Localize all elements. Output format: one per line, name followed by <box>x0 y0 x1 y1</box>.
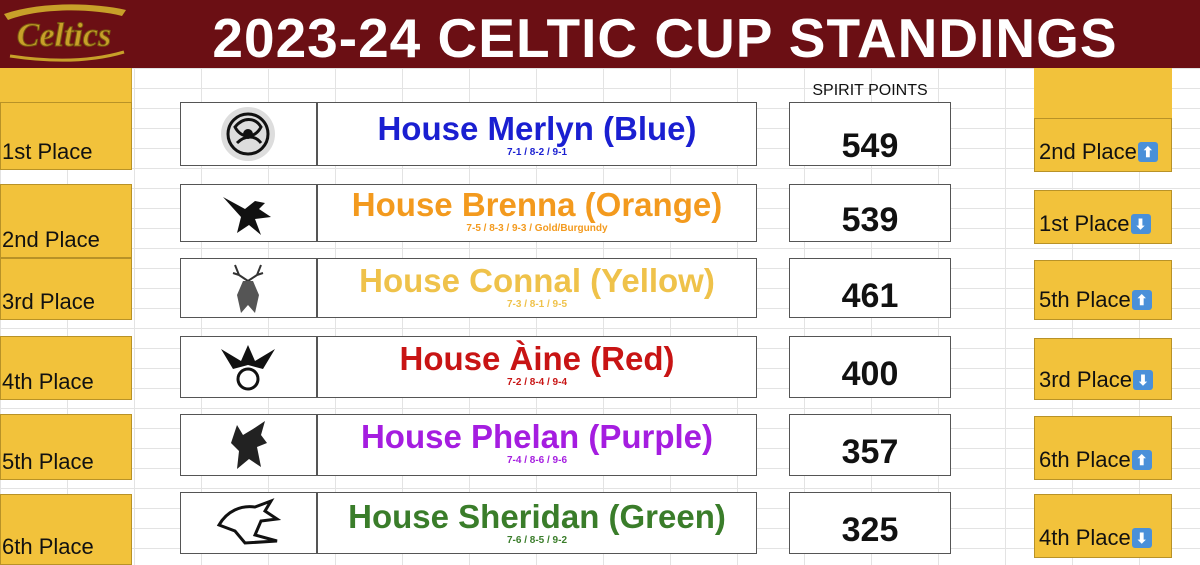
house-name: House Merlyn (Blue) <box>377 110 697 147</box>
house-record: 7-5 / 8-3 / 9-3 / Gold/Burgundy <box>466 223 608 234</box>
spirit-points-cell: 549 <box>789 102 951 166</box>
up-arrow-icon: ⬆ <box>1131 290 1152 310</box>
place-label: 1st Place <box>2 139 93 164</box>
stag-icon <box>232 264 264 313</box>
previous-ranking-label: 4th Place <box>1039 525 1131 550</box>
place-label: 3rd Place <box>2 289 95 314</box>
previous-ranking-cell: 4th Place ⬇ <box>1034 494 1172 558</box>
place-label: 2nd Place <box>2 227 100 252</box>
house-name: House Phelan (Purple) <box>360 418 714 455</box>
place-label: 6th Place <box>2 534 94 559</box>
spirit-points-value: 400 <box>841 355 899 393</box>
house-icon-cell <box>180 492 317 554</box>
house-name-cell: House Merlyn (Blue) 7-1 / 8-2 / 9-1 <box>317 102 757 166</box>
previous-ranking-cell: 1st Place ⬇ <box>1034 190 1172 244</box>
previous-ranking-label: 2nd Place <box>1039 139 1137 164</box>
previous-ranking-cell: 5th Place ⬆ <box>1034 260 1172 320</box>
place-label: 4th Place <box>2 369 94 394</box>
spirit-points-value: 357 <box>841 433 899 471</box>
house-name: House Brenna (Orange) <box>351 186 723 223</box>
down-arrow-icon: ⬇ <box>1130 214 1151 234</box>
place-column-header-cell <box>0 68 132 102</box>
house-name-cell: House Àine (Red) 7-2 / 8-4 / 9-4 <box>317 336 757 398</box>
spirit-points-value: 325 <box>841 511 899 549</box>
down-arrow-icon: ⬇ <box>1132 370 1153 390</box>
house-record: 7-2 / 8-4 / 9-4 <box>506 377 568 388</box>
house-name-cell: House Brenna (Orange) 7-5 / 8-3 / 9-3 / … <box>317 184 757 242</box>
previous-ranking-cell: 2nd Place ⬆ <box>1034 118 1172 172</box>
house-icon-cell <box>180 336 317 398</box>
raven-icon <box>223 197 271 235</box>
spirit-points-value: 539 <box>841 201 899 239</box>
place-label: 5th Place <box>2 449 94 474</box>
previous-ranking-cell: 3rd Place ⬇ <box>1034 338 1172 400</box>
previous-ranking-label: 1st Place <box>1039 211 1130 236</box>
house-icon-cell <box>180 102 317 166</box>
spirit-points-value: 461 <box>841 277 899 315</box>
place-cell-1: 1st Place <box>0 102 132 170</box>
spirit-points-cell: 400 <box>789 336 951 398</box>
up-arrow-icon: ⬆ <box>1137 142 1158 162</box>
previous-ranking-label: 5th Place <box>1039 287 1131 312</box>
house-name: House Àine (Red) <box>399 340 675 377</box>
place-cell-6: 6th Place <box>0 494 132 565</box>
house-icon-cell <box>180 258 317 318</box>
previous-ranking-header-cell <box>1034 68 1172 118</box>
header-banner: Celtics 2023-24 CELTIC CUP STANDINGS <box>0 0 1200 69</box>
spirit-points-cell: 357 <box>789 414 951 476</box>
house-name-cell: House Connal (Yellow) 7-3 / 8-1 / 9-5 <box>317 258 757 318</box>
house-icon-cell <box>180 184 317 242</box>
house-name: House Sheridan (Green) <box>348 498 726 535</box>
spirit-points-value: 549 <box>841 127 899 165</box>
house-record: 7-1 / 8-2 / 9-1 <box>506 147 568 158</box>
house-icon-cell <box>180 414 317 476</box>
previous-ranking-cell: 6th Place ⬆ <box>1034 416 1172 480</box>
house-record: 7-4 / 8-6 / 9-6 <box>506 455 568 466</box>
spirit-points-header: SPIRIT POINTS <box>812 82 928 99</box>
house-name: House Connal (Yellow) <box>359 262 715 299</box>
up-arrow-icon: ⬆ <box>1131 450 1152 470</box>
horse-icon <box>216 498 281 545</box>
page-title: 2023-24 CELTIC CUP STANDINGS <box>212 7 1118 69</box>
house-record: 7-3 / 8-1 / 9-5 <box>506 299 568 310</box>
dragon-icon <box>221 345 275 391</box>
place-cell-2: 2nd Place <box>0 184 132 258</box>
wolf-icon <box>231 421 267 469</box>
house-name-cell: House Sheridan (Green) 7-6 / 8-5 / 9-2 <box>317 492 757 554</box>
celtic-knot-circle-icon <box>221 107 275 161</box>
house-name-cell: House Phelan (Purple) 7-4 / 8-6 / 9-6 <box>317 414 757 476</box>
place-cell-3: 3rd Place <box>0 258 132 320</box>
spirit-points-cell: 325 <box>789 492 951 554</box>
spirit-points-cell: 539 <box>789 184 951 242</box>
celtics-logo: Celtics <box>4 4 126 62</box>
previous-ranking-label: 6th Place <box>1039 447 1131 472</box>
previous-ranking-label: 3rd Place <box>1039 367 1132 392</box>
down-arrow-icon: ⬇ <box>1131 528 1152 548</box>
house-record: 7-6 / 8-5 / 9-2 <box>506 535 568 546</box>
place-cell-5: 5th Place <box>0 414 132 480</box>
place-cell-4: 4th Place <box>0 336 132 400</box>
spirit-points-cell: 461 <box>789 258 951 318</box>
svg-text:Celtics: Celtics <box>17 17 111 54</box>
